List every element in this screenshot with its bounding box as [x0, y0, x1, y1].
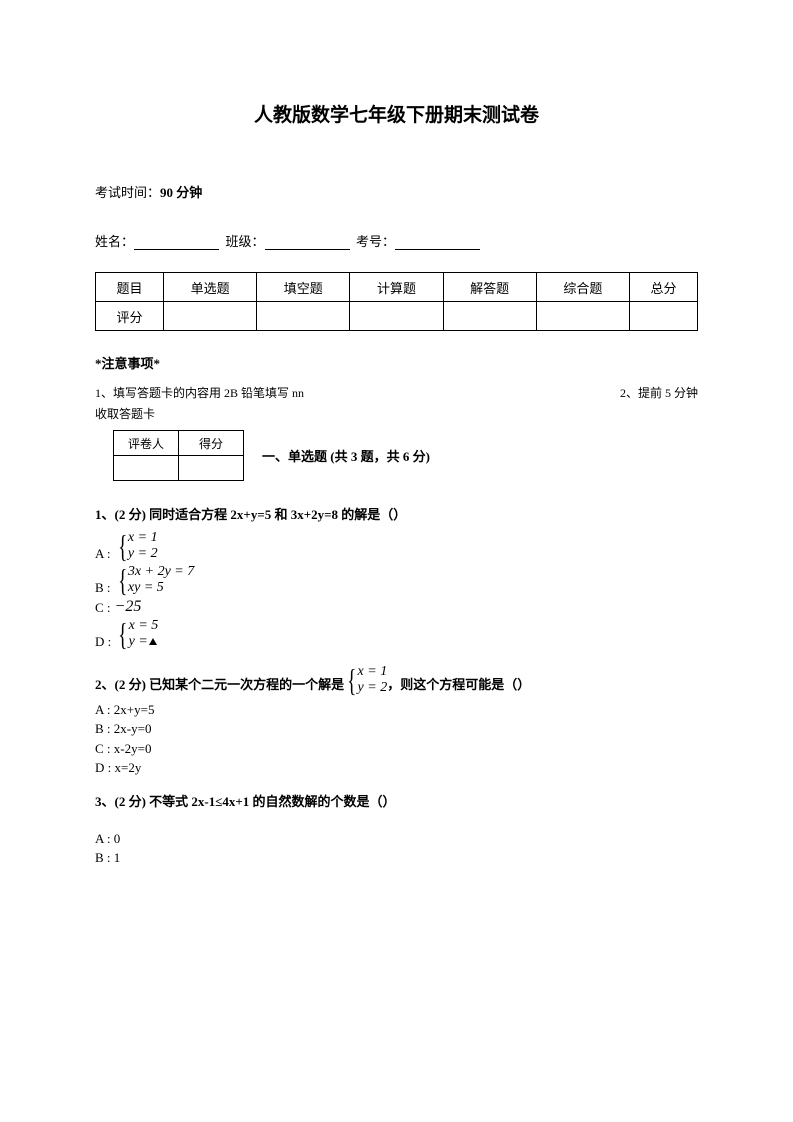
- q2-stem-a: 2、(2 分) 已知某个二元一次方程的一个解是: [95, 675, 344, 696]
- td-score-label: 评分: [96, 302, 164, 331]
- brace-icon: {: [347, 664, 356, 696]
- q2-stem: 2、(2 分) 已知某个二元一次方程的一个解是 { x = 1 y = 2 ，则…: [95, 664, 698, 696]
- equation-system: { 3x + 2y = 7 xy = 5: [115, 564, 195, 596]
- class-label: 班级：: [226, 234, 265, 249]
- opt-label: C :: [95, 600, 111, 616]
- student-info-line: 姓名： 班级： 考号：: [95, 231, 698, 250]
- name-label: 姓名：: [95, 234, 134, 249]
- page: 人教版数学七年级下册期末测试卷 考试时间：90 分钟 姓名： 班级： 考号： 题…: [0, 0, 793, 1122]
- td-blank[interactable]: [629, 302, 697, 331]
- th-item: 题目: [96, 273, 164, 302]
- th-calc: 计算题: [350, 273, 443, 302]
- q2-opt-d: D : x=2y: [95, 758, 698, 778]
- td-blank[interactable]: [163, 302, 256, 331]
- exam-time-value: 90 分钟: [160, 185, 202, 200]
- q1-opt-a: A : { x = 1 y = 2: [95, 530, 698, 562]
- th-fill: 填空题: [257, 273, 350, 302]
- question-1: 1、(2 分) 同时适合方程 2x+y=5 和 3x+2y=8 的解是（） A …: [95, 505, 698, 650]
- notice-row: 1、填写答题卡的内容用 2B 铅笔填写 nn 2、提前 5 分钟: [95, 384, 698, 405]
- q1-stem: 1、(2 分) 同时适合方程 2x+y=5 和 3x+2y=8 的解是（）: [95, 505, 698, 526]
- notice-heading: *注意事项*: [95, 353, 698, 372]
- q2-stem-b: ，则这个方程可能是（）: [387, 675, 530, 696]
- q3-opt-a: A : 0: [95, 829, 698, 849]
- grader-row: 评卷人 得分 一、单选题 (共 3 题，共 6 分): [113, 430, 698, 481]
- eq-line: xy = 5: [128, 580, 194, 596]
- equation-system: { x = 5 y =: [115, 618, 158, 650]
- q2-opt-c: C : x-2y=0: [95, 739, 698, 759]
- grader-table: 评卷人 得分: [113, 430, 244, 481]
- eq-line: 3x + 2y = 7: [128, 564, 194, 580]
- id-label: 考号：: [356, 234, 395, 249]
- q3-stem: 3、(2 分) 不等式 2x-1≤4x+1 的自然数解的个数是（）: [95, 792, 698, 813]
- table-row: 评卷人 得分: [114, 431, 244, 456]
- notice-2: 收取答题卡: [95, 405, 698, 422]
- class-blank[interactable]: [265, 235, 350, 250]
- opt-label: A :: [95, 546, 111, 562]
- grader-col1: 评卷人: [114, 431, 179, 456]
- td-blank[interactable]: [443, 302, 536, 331]
- name-blank[interactable]: [134, 235, 219, 250]
- q1-opt-d: D : { x = 5 y =: [95, 618, 698, 650]
- td-blank[interactable]: [536, 302, 629, 331]
- table-row: [114, 456, 244, 481]
- id-blank[interactable]: [395, 235, 480, 250]
- notice-1a: 1、填写答题卡的内容用 2B 铅笔填写 nn: [95, 384, 304, 401]
- th-single: 单选题: [163, 273, 256, 302]
- q2-opt-a: A : 2x+y=5: [95, 700, 698, 720]
- brace-icon: {: [118, 530, 127, 562]
- th-answer: 解答题: [443, 273, 536, 302]
- q1-opt-c: C : −25: [95, 598, 698, 616]
- th-comp: 综合题: [536, 273, 629, 302]
- brace-icon: {: [118, 564, 127, 596]
- score-table: 题目 单选题 填空题 计算题 解答题 综合题 总分 评分: [95, 272, 698, 331]
- brace-icon: {: [118, 618, 127, 650]
- th-total: 总分: [629, 273, 697, 302]
- eq-line: x = 1: [128, 530, 158, 546]
- td-blank[interactable]: [350, 302, 443, 331]
- section-1-title: 一、单选题 (共 3 题，共 6 分): [262, 446, 430, 465]
- question-2: 2、(2 分) 已知某个二元一次方程的一个解是 { x = 1 y = 2 ，则…: [95, 664, 698, 778]
- eq-line: y = 2: [128, 546, 158, 562]
- grader-blank[interactable]: [114, 456, 179, 481]
- notice-1b: 2、提前 5 分钟: [620, 384, 698, 401]
- equation-system: { x = 1 y = 2: [115, 530, 158, 562]
- exam-time-label: 考试时间：: [95, 185, 160, 200]
- eq-line: y = 2: [358, 680, 388, 696]
- opt-label: B :: [95, 580, 111, 596]
- grader-blank[interactable]: [179, 456, 244, 481]
- td-blank[interactable]: [257, 302, 350, 331]
- equation-system: { x = 1 y = 2: [344, 664, 387, 696]
- triangle-icon: [149, 638, 157, 645]
- q1-opt-b: B : { 3x + 2y = 7 xy = 5: [95, 564, 698, 596]
- eq-line: x = 5: [129, 618, 159, 634]
- q3-opt-b: B : 1: [95, 848, 698, 868]
- opt-label: D :: [95, 634, 111, 650]
- question-3: 3、(2 分) 不等式 2x-1≤4x+1 的自然数解的个数是（） A : 0 …: [95, 792, 698, 868]
- table-row: 评分: [96, 302, 698, 331]
- exam-title: 人教版数学七年级下册期末测试卷: [95, 100, 698, 127]
- grader-col2: 得分: [179, 431, 244, 456]
- eq-line: −25: [115, 598, 142, 616]
- eq-line: x = 1: [358, 664, 388, 680]
- q2-opt-b: B : 2x-y=0: [95, 719, 698, 739]
- table-row: 题目 单选题 填空题 计算题 解答题 综合题 总分: [96, 273, 698, 302]
- exam-time-line: 考试时间：90 分钟: [95, 182, 698, 201]
- eq-line: y =: [129, 634, 159, 650]
